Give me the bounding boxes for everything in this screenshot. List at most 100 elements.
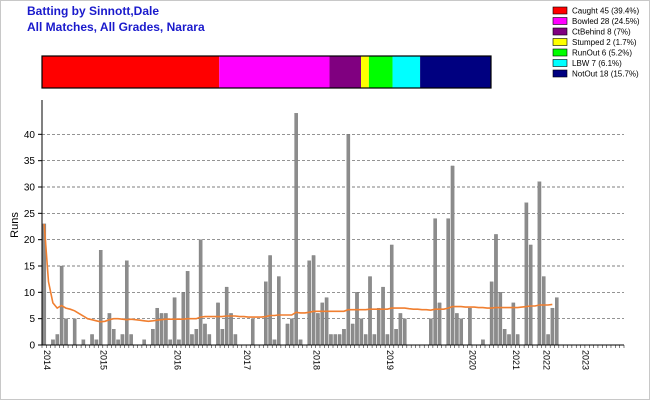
x-year-label: 2023 [581,350,591,370]
legend-swatch [552,69,568,78]
innings-bar [172,297,177,346]
innings-bar [203,323,207,346]
career-average-line [43,223,553,323]
innings-bar [481,339,485,346]
innings-bar [285,323,290,346]
innings-bar [142,339,146,346]
x-year-label: 2017 [242,350,252,370]
innings-bar [320,302,325,346]
innings-bar [541,276,546,346]
innings-bar [311,255,316,346]
innings-bar [159,313,164,346]
dismissal-segment [329,56,362,88]
x-year-label: 2018 [311,350,321,370]
x-year-label: 2022 [541,350,551,370]
innings-bar [511,302,516,346]
y-tick-label: 20 [24,235,36,246]
legend-swatch [552,38,568,46]
y-tick-label: 0 [29,341,35,352]
dismissal-segment [361,56,369,88]
innings-bar [120,334,125,346]
innings-bar [446,218,450,346]
legend-swatch [552,59,568,67]
innings-bar [402,318,407,346]
legend-label: CtBehind 8 (7%) [572,28,631,37]
innings-bar [94,339,99,346]
innings-bar [376,307,381,346]
innings-bar [51,339,55,346]
innings-bar [489,281,494,346]
legend-swatch [552,6,568,15]
innings-bar [550,307,555,346]
innings-bar [190,334,194,346]
innings-bar [81,339,86,346]
legend-label: LBW 7 (6.1%) [572,59,622,68]
innings-bar [229,313,233,346]
y-tick-label: 30 [24,183,36,194]
innings-bar [294,113,298,346]
y-tick-label: 10 [24,288,36,299]
innings-bar [185,271,190,346]
y-axis-label: Runs [9,212,21,238]
innings-bar [55,334,60,346]
dismissal-segment [42,56,220,88]
innings-bar [198,239,203,346]
innings-bar [350,323,355,346]
innings-bar [268,255,272,346]
legend-label: Bowled 28 (24.5%) [572,17,640,26]
innings-bar [272,339,277,346]
dismissal-segment [420,56,491,88]
legend-swatch [552,27,568,36]
average-line-group [43,223,553,323]
innings-bar [394,329,398,346]
innings-bars [42,113,559,346]
legend-label: Caught 45 (39.4%) [572,7,639,16]
dismissal-segment [219,56,330,88]
innings-bar [507,334,511,346]
innings-bar [524,202,529,346]
innings-bar [389,244,394,346]
innings-bar [324,297,329,346]
innings-bar [372,334,377,346]
innings-bar [515,334,520,346]
innings-bar [398,313,403,346]
innings-bar [233,334,238,346]
innings-bar [359,318,364,346]
innings-bar [177,339,181,346]
innings-bar [498,292,503,346]
innings-bar [264,281,268,346]
innings-bar [151,329,155,346]
innings-bar [207,334,212,346]
x-year-label: 2019 [385,350,395,370]
innings-bar [277,276,281,346]
innings-bar [307,260,311,346]
innings-bar [459,318,464,346]
innings-bar [329,334,333,346]
innings-bar [346,134,351,346]
innings-bar [290,318,294,346]
innings-bar [125,260,129,346]
innings-bar [546,334,550,346]
innings-bar [333,334,338,346]
innings-bar [220,329,225,346]
innings-bar [111,329,116,346]
innings-bar [316,313,320,346]
innings-bar [537,181,542,346]
x-year-label: 2014 [42,350,52,370]
innings-bar [455,313,459,346]
dismissal-summary-bar [41,55,492,89]
x-year-label: 2020 [468,350,478,370]
innings-bar [250,318,255,346]
innings-bar [468,307,472,346]
dismissal-frame [41,55,492,89]
innings-bar [90,334,94,346]
y-tick-label: 15 [24,262,36,273]
dismissal-segment [368,56,393,88]
innings-bar [337,334,342,346]
innings-bar [555,297,559,346]
y-axis: 0 5 10 15 20 25 30 35 40 [24,100,43,352]
dismissal-segment [392,56,421,88]
innings-bar [494,234,498,346]
legend: Caught 45 (39.4%)Bowled 28 (24.5%) CtBehi… [552,6,640,79]
